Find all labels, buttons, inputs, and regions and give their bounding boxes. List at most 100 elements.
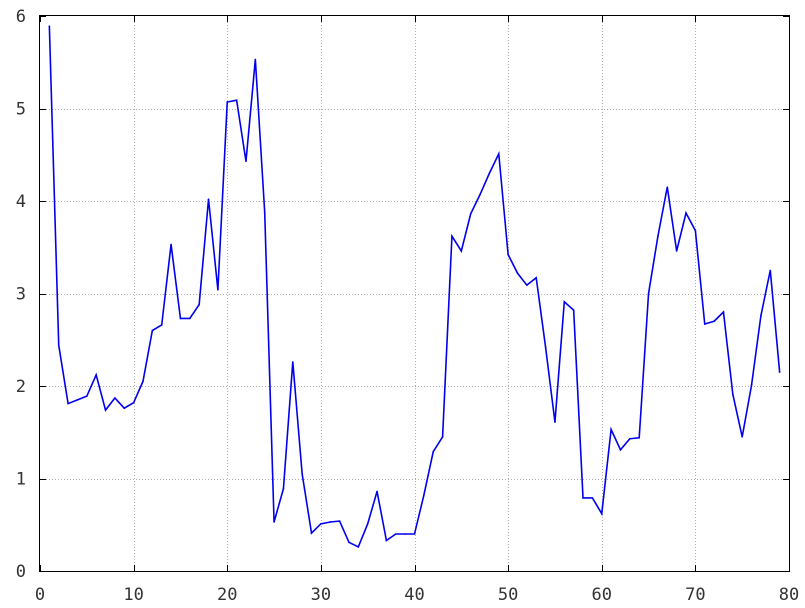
data-point bbox=[376, 490, 378, 493]
data-point bbox=[629, 437, 631, 440]
data-point bbox=[647, 292, 650, 295]
data-point bbox=[132, 401, 135, 404]
data-point bbox=[685, 212, 687, 214]
plot-frame bbox=[39, 15, 790, 572]
data-point bbox=[713, 320, 715, 323]
data-point bbox=[160, 324, 163, 326]
y-tick-label: 6 bbox=[16, 7, 26, 27]
x-tick-label: 80 bbox=[779, 585, 799, 605]
x-tick-label: 40 bbox=[404, 585, 424, 605]
data-point bbox=[151, 329, 154, 332]
data-point bbox=[198, 303, 200, 306]
data-point bbox=[778, 371, 781, 373]
x-tick-label: 10 bbox=[123, 585, 143, 605]
x-tick-label: 30 bbox=[311, 585, 331, 605]
data-point bbox=[469, 213, 472, 215]
data-point bbox=[245, 160, 247, 163]
data-point bbox=[273, 521, 275, 523]
data-point bbox=[207, 198, 210, 200]
x-tick-label: 60 bbox=[592, 585, 612, 605]
y-tick-label: 0 bbox=[16, 562, 26, 582]
data-point bbox=[366, 523, 369, 525]
data-point bbox=[572, 309, 575, 311]
data-point bbox=[76, 399, 79, 401]
data-point bbox=[610, 428, 612, 431]
tick-marks bbox=[40, 16, 790, 572]
data-point bbox=[413, 533, 416, 535]
x-tick-label: 70 bbox=[685, 585, 705, 605]
data-point bbox=[235, 99, 238, 101]
data-point bbox=[507, 253, 509, 256]
data-point bbox=[732, 393, 734, 396]
data-point bbox=[67, 402, 69, 405]
data-point bbox=[170, 243, 172, 246]
data-point bbox=[423, 494, 425, 496]
data-point bbox=[441, 436, 444, 438]
data-point bbox=[497, 153, 500, 155]
data-point bbox=[179, 317, 182, 320]
data-point bbox=[741, 436, 743, 438]
data-point bbox=[142, 380, 144, 383]
data-point bbox=[544, 346, 547, 348]
data-point bbox=[554, 421, 556, 423]
data-point bbox=[516, 272, 519, 274]
data-point bbox=[48, 25, 51, 27]
data-point bbox=[657, 235, 659, 237]
data-point bbox=[460, 250, 463, 252]
data-point bbox=[404, 533, 406, 535]
data-point bbox=[95, 374, 97, 376]
data-point bbox=[254, 58, 257, 61]
data-points bbox=[48, 25, 781, 548]
data-point bbox=[600, 512, 603, 515]
y-tick-label: 3 bbox=[16, 285, 26, 305]
data-point bbox=[703, 323, 706, 325]
x-tick-label: 50 bbox=[498, 585, 518, 605]
data-point bbox=[666, 186, 669, 188]
data-point bbox=[357, 546, 360, 548]
data-point bbox=[675, 250, 678, 252]
data-point bbox=[432, 450, 435, 453]
gridlines bbox=[40, 16, 789, 571]
y-tick-label: 4 bbox=[16, 192, 26, 212]
data-point bbox=[57, 344, 60, 347]
data-point bbox=[526, 284, 528, 286]
data-point bbox=[451, 235, 453, 237]
x-tick-label: 20 bbox=[217, 585, 237, 605]
data-point bbox=[104, 409, 107, 411]
data-point bbox=[535, 276, 538, 279]
data-point bbox=[320, 523, 322, 525]
x-axis-tick-labels: 0 10 20 30 40 50 60 70 80 bbox=[35, 585, 799, 605]
data-point bbox=[86, 395, 88, 397]
y-axis-tick-labels: 0 1 2 3 4 5 6 bbox=[16, 7, 26, 582]
data-point bbox=[291, 361, 294, 363]
data-point bbox=[619, 449, 622, 451]
data-point bbox=[769, 269, 772, 272]
data-point bbox=[479, 193, 481, 196]
data-point bbox=[301, 473, 303, 475]
data-point bbox=[310, 532, 313, 534]
x-tick-label: 0 bbox=[35, 585, 45, 605]
data-point bbox=[722, 311, 725, 313]
data-point bbox=[217, 289, 219, 291]
y-tick-label: 1 bbox=[16, 470, 26, 490]
y-tick-label: 2 bbox=[16, 377, 26, 397]
data-point bbox=[348, 541, 350, 544]
data-point bbox=[385, 539, 388, 542]
series-line bbox=[48, 26, 781, 549]
data-point bbox=[263, 211, 266, 213]
data-point bbox=[394, 533, 397, 535]
data-point bbox=[226, 101, 229, 103]
data-point bbox=[582, 497, 584, 499]
data-point bbox=[488, 172, 491, 175]
data-point bbox=[282, 487, 285, 490]
data-point bbox=[338, 520, 341, 522]
data-point bbox=[329, 521, 332, 523]
data-point bbox=[694, 229, 697, 232]
data-point bbox=[563, 301, 566, 303]
data-point bbox=[591, 497, 594, 499]
data-point bbox=[638, 437, 640, 439]
data-point bbox=[123, 407, 126, 410]
data-point bbox=[750, 384, 753, 386]
data-point bbox=[189, 317, 191, 320]
